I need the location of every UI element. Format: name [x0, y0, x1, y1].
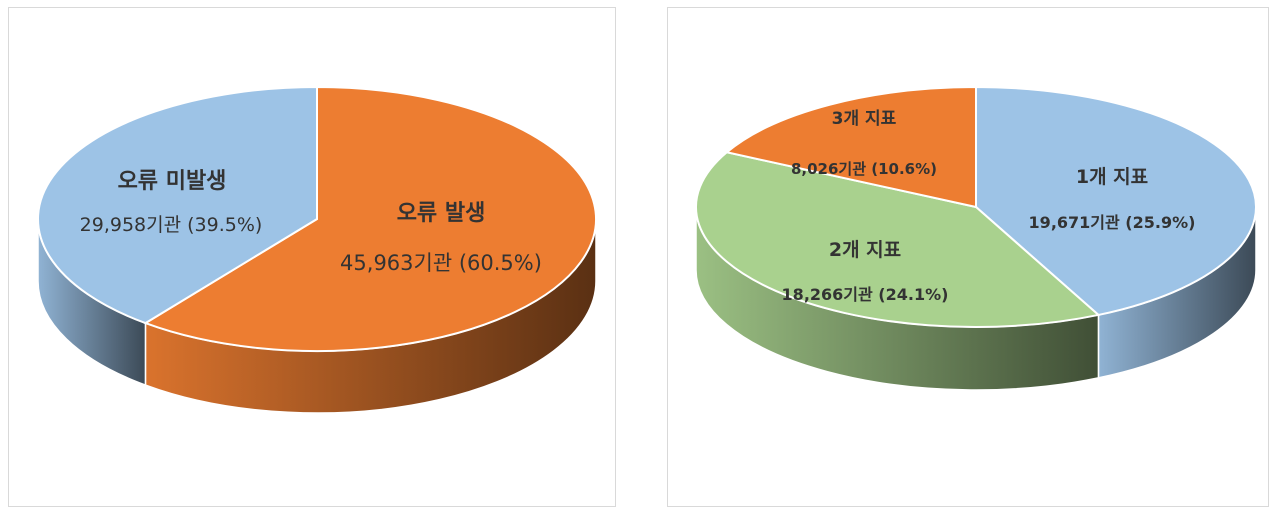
slice-value-2-indicator: 18,266기관 (24.1%)	[782, 285, 949, 304]
slice-value-3-indicator: 8,026기관 (10.6%)	[791, 160, 937, 178]
slice-label-no-error: 오류 미발생	[118, 169, 227, 194]
chart-panel-indicator-count: 1개 지표 19,671기관 (25.9%) 2개 지표 18,266기관 (2…	[667, 7, 1269, 507]
pie-slice-0	[143, 85, 597, 352]
slice-label-2-indicator: 2개 지표	[829, 239, 901, 261]
pie-chart-indicator-count: 1개 지표 19,671기관 (25.9%) 2개 지표 18,266기관 (2…	[695, 85, 1257, 391]
pie-slice-2	[724, 85, 977, 209]
slice-value-1-indicator: 19,671기관 (25.9%)	[1029, 213, 1196, 232]
slice-label-3-indicator: 3개 지표	[832, 109, 897, 129]
pie-chart-error-occurrence: 오류 발생 45,963기관 (60.5%) 오류 미발생 29,958기관 (…	[37, 85, 597, 414]
slice-label-1-indicator: 1개 지표	[1076, 166, 1148, 188]
slice-value-error: 45,963기관 (60.5%)	[340, 251, 542, 275]
pie-slice-1	[37, 85, 318, 325]
slice-value-no-error: 29,958기관 (39.5%)	[80, 214, 263, 236]
slice-label-error: 오류 발생	[397, 201, 486, 226]
pie-slice-0	[975, 85, 1257, 317]
chart-panel-error-occurrence: 오류 발생 45,963기관 (60.5%) 오류 미발생 29,958기관 (…	[8, 7, 616, 507]
pie-slice-1	[695, 151, 1101, 328]
